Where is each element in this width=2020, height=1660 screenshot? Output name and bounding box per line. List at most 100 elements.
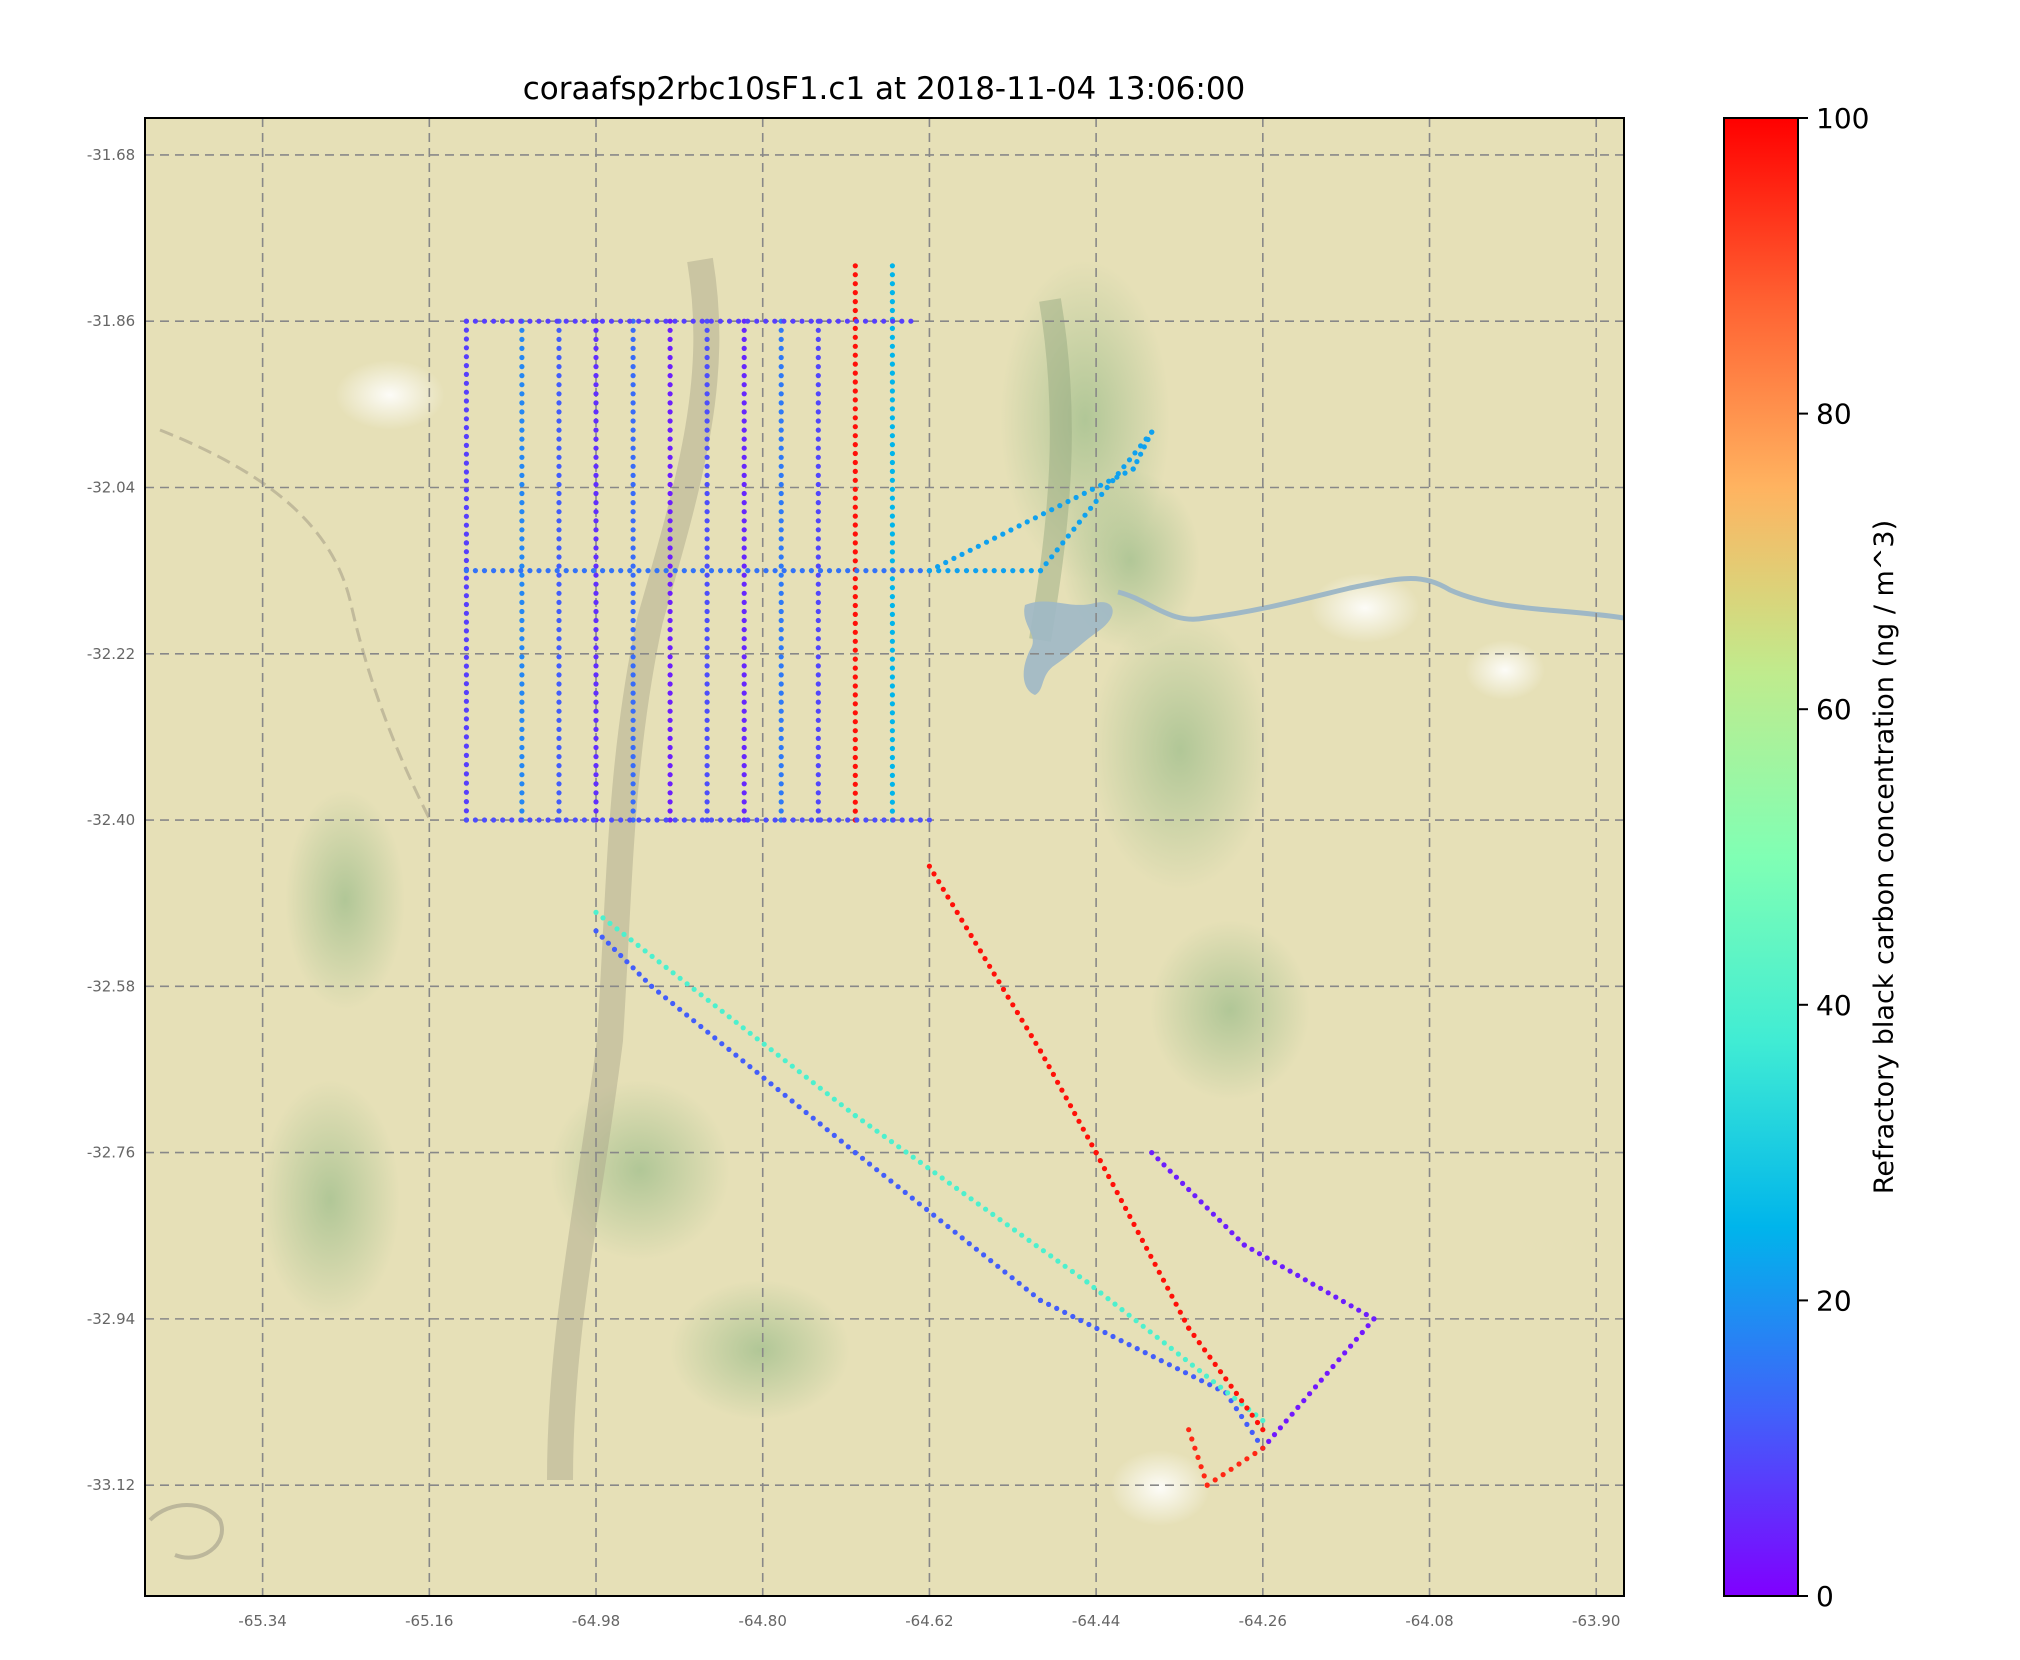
- track-point: [852, 263, 858, 269]
- track-point: [704, 763, 710, 769]
- track-point: [852, 450, 858, 457]
- track-point: [889, 754, 896, 761]
- track-point: [899, 568, 905, 574]
- track-point: [951, 555, 957, 562]
- track-point: [815, 364, 821, 370]
- track-point: [519, 744, 525, 751]
- track-point: [852, 692, 858, 698]
- x-tick-label: -65.34: [238, 1612, 286, 1630]
- track-point: [704, 500, 710, 506]
- track-point: [704, 454, 710, 460]
- track-point: [1149, 429, 1155, 435]
- track-point: [705, 1029, 711, 1035]
- track-point: [463, 336, 469, 342]
- track-point: [1135, 1229, 1141, 1235]
- track-point: [704, 536, 710, 542]
- track-point: [1212, 1477, 1218, 1483]
- track-point: [519, 772, 525, 778]
- track-point: [1072, 1110, 1078, 1117]
- track-point: [1348, 1303, 1354, 1309]
- track-point: [630, 518, 636, 524]
- track-point: [463, 327, 469, 333]
- track-point: [778, 554, 784, 560]
- x-tick-label: -65.16: [405, 1612, 453, 1630]
- track-point: [1093, 498, 1099, 504]
- track-point: [778, 454, 784, 460]
- track-point: [630, 490, 636, 497]
- track-point: [733, 1052, 739, 1058]
- track-point: [815, 327, 821, 333]
- track-point: [889, 629, 896, 635]
- track-point: [926, 863, 933, 869]
- track-point: [463, 584, 469, 590]
- track-point: [1082, 512, 1088, 518]
- track-point: [593, 590, 599, 596]
- track-point: [917, 817, 923, 823]
- track-point: [463, 672, 469, 678]
- track-point: [889, 710, 896, 716]
- track-point: [556, 645, 562, 651]
- track-point: [778, 681, 784, 687]
- track-point: [981, 1252, 987, 1258]
- track-point: [704, 472, 710, 478]
- track-point: [778, 744, 784, 751]
- track-point: [815, 781, 821, 787]
- track-point: [727, 817, 733, 823]
- track-point: [741, 717, 747, 723]
- track-point: [815, 336, 821, 342]
- track-point: [667, 763, 673, 769]
- track-point: [826, 568, 833, 574]
- track-point: [778, 345, 784, 351]
- track-point: [754, 1069, 760, 1075]
- track-point: [1149, 1150, 1155, 1156]
- track-point: [778, 735, 784, 742]
- track-point: [1005, 994, 1011, 1000]
- track-point: [1324, 1370, 1330, 1376]
- track-point: [518, 817, 524, 823]
- track-point: [889, 585, 896, 591]
- track-point: [642, 948, 648, 954]
- track-point: [799, 817, 805, 823]
- track-point: [1254, 1419, 1261, 1426]
- track-point: [1173, 1174, 1179, 1180]
- track-point: [556, 400, 562, 406]
- track-point: [705, 997, 711, 1003]
- track-point: [778, 726, 784, 733]
- track-point: [518, 568, 524, 574]
- track-point: [831, 1132, 837, 1138]
- track-point: [852, 611, 858, 618]
- track-point: [1130, 466, 1136, 472]
- track-point: [1228, 1383, 1234, 1389]
- track-point: [852, 799, 858, 805]
- track-point: [667, 463, 673, 469]
- track-point: [917, 1159, 924, 1165]
- track-point: [645, 318, 651, 324]
- track-point: [889, 442, 896, 448]
- track-point: [618, 952, 624, 959]
- track-point: [630, 481, 636, 488]
- track-point: [630, 327, 636, 333]
- track-point: [556, 608, 562, 615]
- track-point: [698, 1023, 704, 1030]
- track-point: [852, 442, 858, 448]
- track-point: [481, 318, 488, 324]
- track-point: [1002, 1269, 1008, 1275]
- track-point: [630, 590, 636, 596]
- track-point: [778, 436, 784, 442]
- track-point: [889, 290, 896, 296]
- track-point: [1115, 471, 1121, 477]
- track-point: [889, 549, 896, 555]
- track-point: [704, 382, 710, 388]
- track-point: [889, 656, 896, 662]
- track-point: [1186, 1325, 1192, 1331]
- track-point: [667, 717, 673, 723]
- track-point: [630, 527, 636, 533]
- y-tick-label: -31.68: [87, 146, 135, 164]
- track-point: [1168, 1345, 1174, 1351]
- track-point: [740, 1025, 746, 1031]
- track-point: [621, 931, 627, 938]
- track-point: [778, 599, 784, 606]
- track-point: [593, 354, 599, 361]
- track-point: [1210, 1211, 1216, 1217]
- track-point: [1353, 1336, 1359, 1342]
